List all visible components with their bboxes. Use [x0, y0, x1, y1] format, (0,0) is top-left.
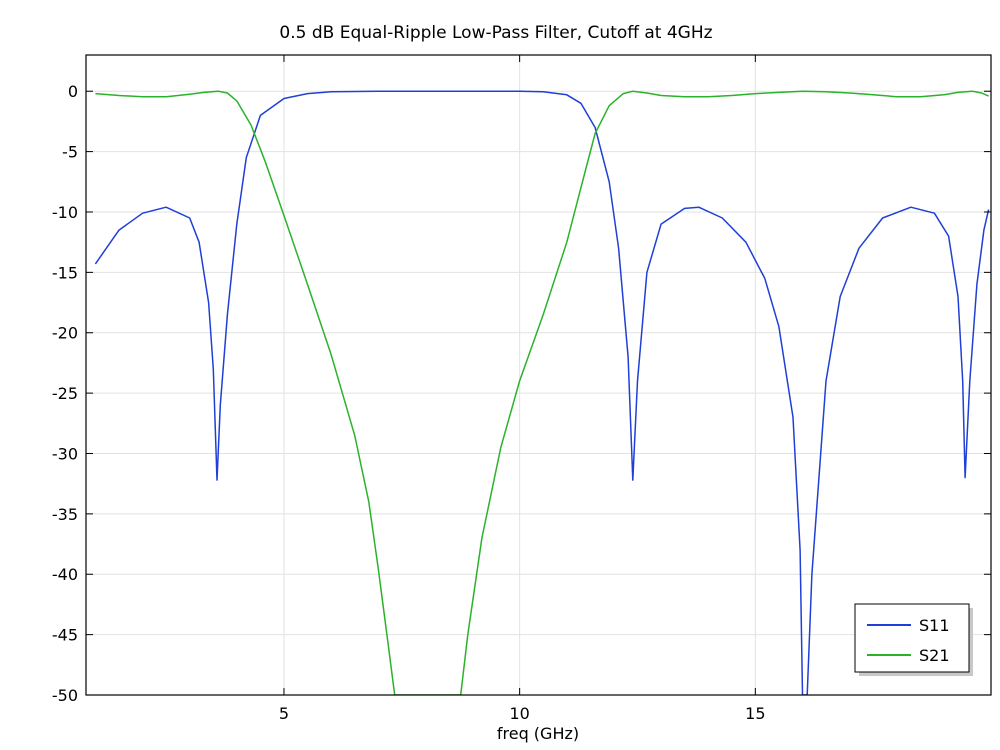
- y-tick-label: -5: [62, 143, 78, 162]
- y-tick-label: -20: [52, 324, 78, 343]
- y-tick-label: -30: [52, 444, 78, 463]
- plot-frame: [85, 54, 992, 696]
- series-line-s11: [94, 90, 990, 695]
- series-layer: [94, 90, 990, 695]
- legend-label-s11: S11: [919, 616, 950, 635]
- legend: S11 S21: [854, 603, 973, 676]
- legend-label-s21: S21: [919, 646, 950, 665]
- grid-lines: [86, 55, 991, 696]
- y-tick-label: -50: [52, 686, 78, 705]
- y-tick-label: -35: [52, 505, 78, 524]
- y-tick-label: -40: [52, 565, 78, 584]
- y-tick-label: 0: [68, 82, 78, 101]
- x-tick-label: 10: [509, 704, 529, 723]
- y-tick-label: -25: [52, 384, 78, 403]
- chart-title: 0.5 dB Equal-Ripple Low-Pass Filter, Cut…: [279, 23, 712, 43]
- x-tick-label: 15: [745, 704, 765, 723]
- y-tick-label: -15: [52, 263, 78, 282]
- x-axis-label: freq (GHz): [497, 724, 579, 743]
- series-line-s21: [95, 90, 989, 695]
- y-tick-label: -10: [52, 203, 78, 222]
- axis-ticks: 5 10 15 0 -5 -10 -15 -20 -25 -30 -35 -40 -45 -50: [52, 55, 991, 723]
- y-tick-label: -45: [52, 626, 78, 645]
- x-tick-label: 5: [279, 704, 289, 723]
- legend-box: [854, 603, 970, 673]
